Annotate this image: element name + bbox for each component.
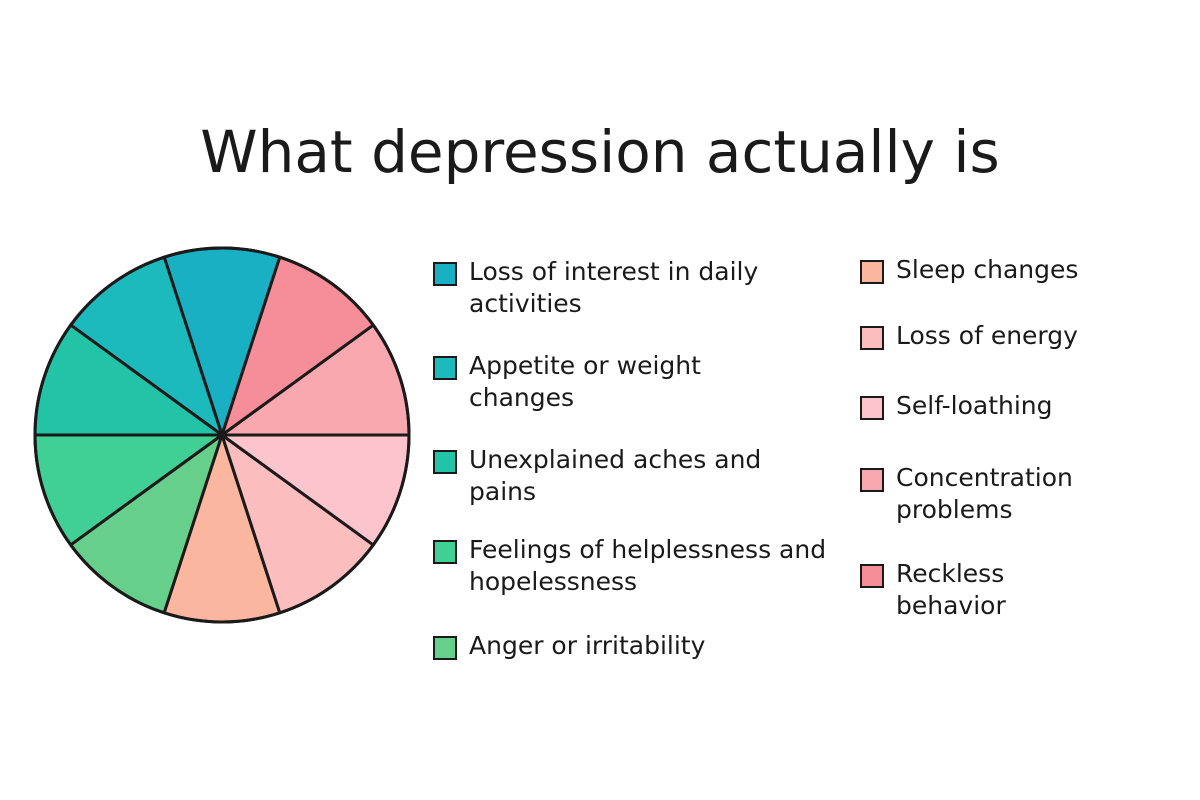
legend-label: Concentration problems bbox=[896, 463, 1073, 524]
legend-label: Reckless behavior bbox=[896, 559, 1006, 620]
legend-swatch bbox=[433, 356, 457, 380]
legend-entry: Feelings of helplessness and hopelessnes… bbox=[433, 534, 849, 598]
legend-swatch bbox=[433, 450, 457, 474]
legend-entry: Anger or irritability bbox=[433, 630, 849, 662]
legend-entry: Appetite or weight changes bbox=[433, 350, 799, 414]
legend-label: Sleep changes bbox=[896, 255, 1079, 284]
legend-swatch bbox=[860, 468, 884, 492]
legend-label: Anger or irritability bbox=[469, 631, 706, 660]
legend-swatch bbox=[860, 564, 884, 588]
legend-entry: Self-loathing bbox=[860, 390, 1196, 422]
legend-label: Loss of energy bbox=[896, 321, 1078, 350]
legend-swatch bbox=[860, 260, 884, 284]
legend-label: Feelings of helplessness and hopelessnes… bbox=[469, 535, 827, 596]
legend-entry: Loss of energy bbox=[860, 320, 1196, 352]
chart-title: What depression actually is bbox=[200, 118, 1000, 186]
pie-outline bbox=[33, 246, 411, 624]
legend-entry: Concentration problems bbox=[860, 462, 1136, 526]
legend-label: Unexplained aches and pains bbox=[469, 445, 762, 506]
legend-label: Loss of interest in daily activities bbox=[469, 257, 759, 318]
legend-swatch bbox=[860, 326, 884, 350]
legend-entry: Loss of interest in daily activities bbox=[433, 256, 799, 320]
legend-entry: Sleep changes bbox=[860, 254, 1196, 286]
legend-swatch bbox=[433, 636, 457, 660]
legend-swatch bbox=[433, 262, 457, 286]
legend-swatch bbox=[860, 396, 884, 420]
legend-entry: Reckless behavior bbox=[860, 558, 1076, 622]
legend-entry: Unexplained aches and pains bbox=[433, 444, 829, 508]
legend-label: Self-loathing bbox=[896, 391, 1053, 420]
legend-label: Appetite or weight changes bbox=[469, 351, 701, 412]
legend-swatch bbox=[433, 540, 457, 564]
